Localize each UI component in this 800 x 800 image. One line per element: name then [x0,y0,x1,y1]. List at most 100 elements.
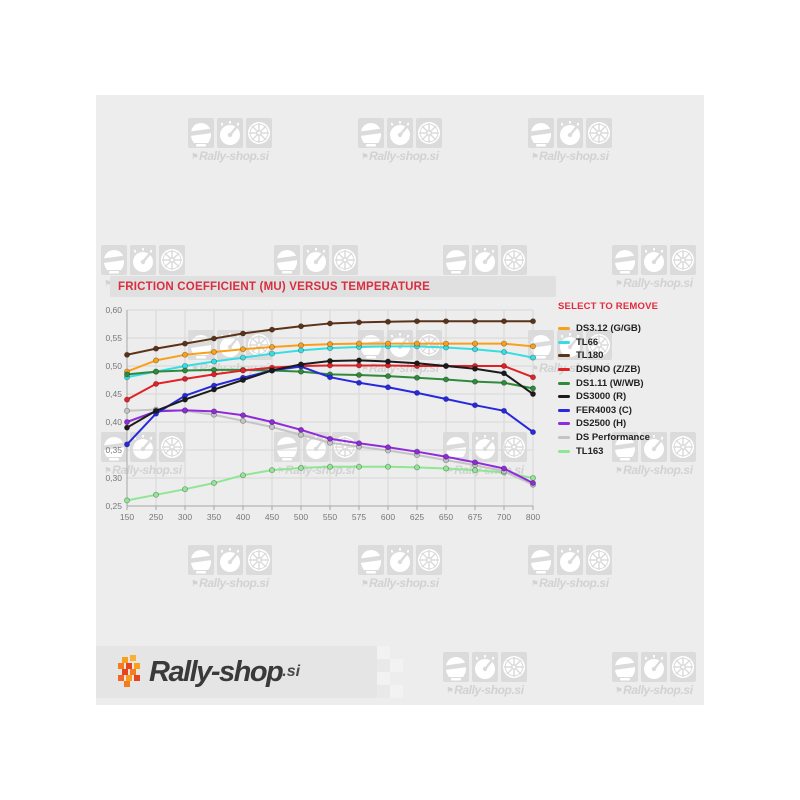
legend-item[interactable]: TL180 [558,349,700,363]
data-point-marker [153,368,160,375]
data-point-marker [268,367,275,374]
data-point-marker [297,361,304,368]
legend-item[interactable]: DS Performance [558,431,700,445]
legend-item[interactable]: DS3.12 (G/GB) [558,322,700,336]
y-tick-label: 0,35 [105,445,122,455]
data-point-marker [297,464,304,471]
data-point-marker [529,480,536,487]
helmet-icon [358,545,384,575]
legend-item-label: DS Performance [576,432,650,444]
legend-item[interactable]: DSUNO (Z/ZB) [558,363,700,377]
data-point-marker [384,463,391,470]
x-tick-label: 250 [149,512,163,522]
data-point-marker [239,354,246,361]
data-point-marker [471,402,478,409]
x-tick-label: 150 [120,512,134,522]
data-point-marker [153,380,160,387]
watermark-stamp: ⚑Rally-shop.si [182,118,278,163]
legend-item[interactable]: DS1.11 (W/WB) [558,376,700,390]
data-point-marker [500,465,507,472]
data-point-marker [239,377,246,384]
wheel-icon [501,652,527,682]
helmet-icon [358,118,384,148]
friction-temperature-chart: 0,25 0,30 0,35 0,40 0,45 0,50 0,55 0,60 150 250 30… [105,305,540,522]
flag-icon: ⚑ [361,579,369,588]
data-point-marker [355,319,362,326]
legend-item-label: DSUNO (Z/ZB) [576,364,641,376]
data-point-marker [471,378,478,385]
helmet-icon [612,652,638,682]
y-tick-label: 0,40 [105,417,122,427]
watermark-stamp: ⚑Rally-shop.si [352,545,448,590]
y-tick-label: 0,45 [105,389,122,399]
chart-legend: SELECT TO REMOVE DS3.12 (G/GB) TL66 TL180 D… [558,301,700,458]
legend-item-label: DS2500 (H) [576,418,627,430]
data-point-marker [326,357,333,364]
legend-item-label: DS1.11 (W/WB) [576,377,644,389]
gauge-icon [303,245,329,275]
data-point-marker [384,384,391,391]
legend-item[interactable]: TL163 [558,444,700,458]
x-tick-label: 800 [526,512,540,522]
gauge-icon [472,652,498,682]
x-tick-label: 650 [439,512,453,522]
data-point-marker [153,357,160,364]
data-point-marker [529,354,536,361]
watermark-text: ⚑Rally-shop.si [615,276,693,290]
data-point-marker [384,373,391,380]
watermark-text: ⚑Rally-shop.si [446,683,524,697]
wheel-icon [586,545,612,575]
legend-swatch [558,381,570,385]
x-tick-label: 675 [468,512,482,522]
legend-item-label: TL66 [576,336,599,348]
legend-swatch [558,340,570,344]
wheel-icon [246,118,272,148]
data-point-marker [471,318,478,325]
flag-icon: ⚑ [531,579,539,588]
watermark-stamp: ⚑Rally-shop.si [352,118,448,163]
legend-item-label: TL163 [576,445,604,457]
data-point-marker [123,396,130,403]
legend-item-label: DS3.12 (G/GB) [576,323,641,335]
data-point-marker [355,340,362,347]
data-point-marker [297,426,304,433]
legend-swatch [558,449,570,453]
helmet-icon [528,118,554,148]
x-tick-label: 575 [352,512,366,522]
data-point-marker [211,335,218,342]
data-point-marker [500,379,507,386]
data-point-marker [384,444,391,451]
helmet-icon [443,652,469,682]
data-point-marker [442,453,449,460]
gauge-icon [557,545,583,575]
watermark-stamp: ⚑Rally-shop.si [606,245,702,290]
legend-item[interactable]: FER4003 (C) [558,404,700,418]
data-point-marker [123,371,130,378]
legend-item[interactable]: DS2500 (H) [558,417,700,431]
wheel-icon [670,652,696,682]
data-point-marker [500,349,507,356]
gauge-icon [472,245,498,275]
legend-item[interactable]: DS3000 (R) [558,390,700,404]
gauge-icon [641,652,667,682]
legend-item-label: FER4003 (C) [576,404,632,416]
flag-icon: ⚑ [615,279,623,288]
data-point-marker [297,431,304,438]
checkered-flag-icon [118,655,140,687]
data-point-marker [442,318,449,325]
y-tick-label: 0,50 [105,361,122,371]
y-tick-label: 0,55 [105,333,122,343]
data-point-marker [500,407,507,414]
gauge-icon [130,245,156,275]
legend-item[interactable]: TL66 [558,336,700,350]
watermark-stamp: ⚑Rally-shop.si [182,545,278,590]
data-point-marker [355,440,362,447]
data-point-marker [297,347,304,354]
data-point-marker [239,472,246,479]
data-point-marker [123,497,130,504]
data-point-marker [211,386,218,393]
flag-icon: ⚑ [531,152,539,161]
wheel-icon [416,118,442,148]
data-point-marker [529,474,536,481]
data-point-marker [182,367,189,374]
